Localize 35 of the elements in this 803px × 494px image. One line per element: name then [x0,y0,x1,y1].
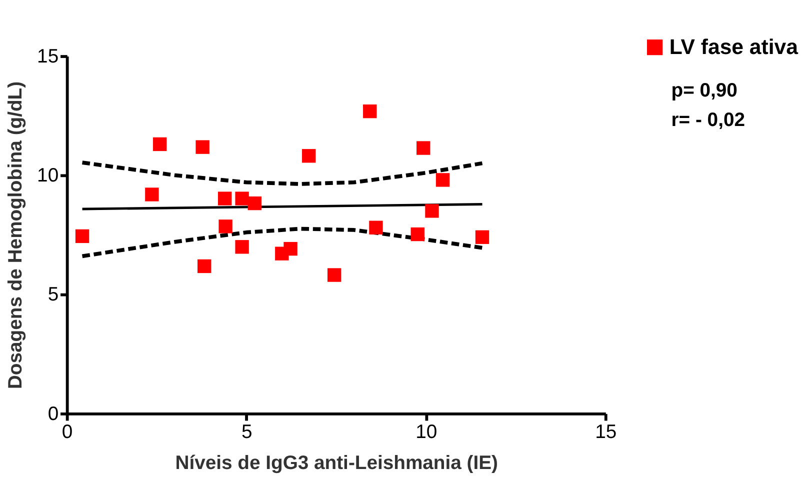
point [327,268,342,282]
y-tick-label: 10 [37,164,59,186]
y-tick-label: 15 [37,45,59,68]
point [363,104,377,118]
line-series [80,160,484,186]
point [284,242,298,256]
text: r= - 0,02 [671,108,745,131]
point [218,192,232,206]
y-tick-label: 5 [48,284,59,306]
point [425,204,439,218]
point [145,188,159,202]
point [235,192,249,206]
point [152,137,167,152]
x-tick-label: 15 [595,421,617,444]
point [302,149,316,163]
point [235,240,249,254]
point [369,220,383,234]
x-tick-label: 0 [62,421,73,444]
point [218,220,232,234]
legend-label: LV fase ativa [669,35,798,60]
point [436,173,450,187]
point [416,141,430,155]
text: p= 0,90 [671,80,738,102]
line-series [80,226,484,258]
x-axis-title: Níveis de IgG3 anti-Leishmania (IE) [175,452,498,474]
point [248,196,262,210]
x-tick-label: 10 [416,421,438,444]
point [198,259,212,274]
point [410,227,424,242]
point [75,229,90,244]
point [196,140,210,154]
x-tick-label: 5 [241,421,252,444]
point [475,230,490,244]
y-axis-title: Dosagens de Hemoglobina (g/dL) [4,81,27,390]
y-tick-label: 0 [48,402,59,425]
